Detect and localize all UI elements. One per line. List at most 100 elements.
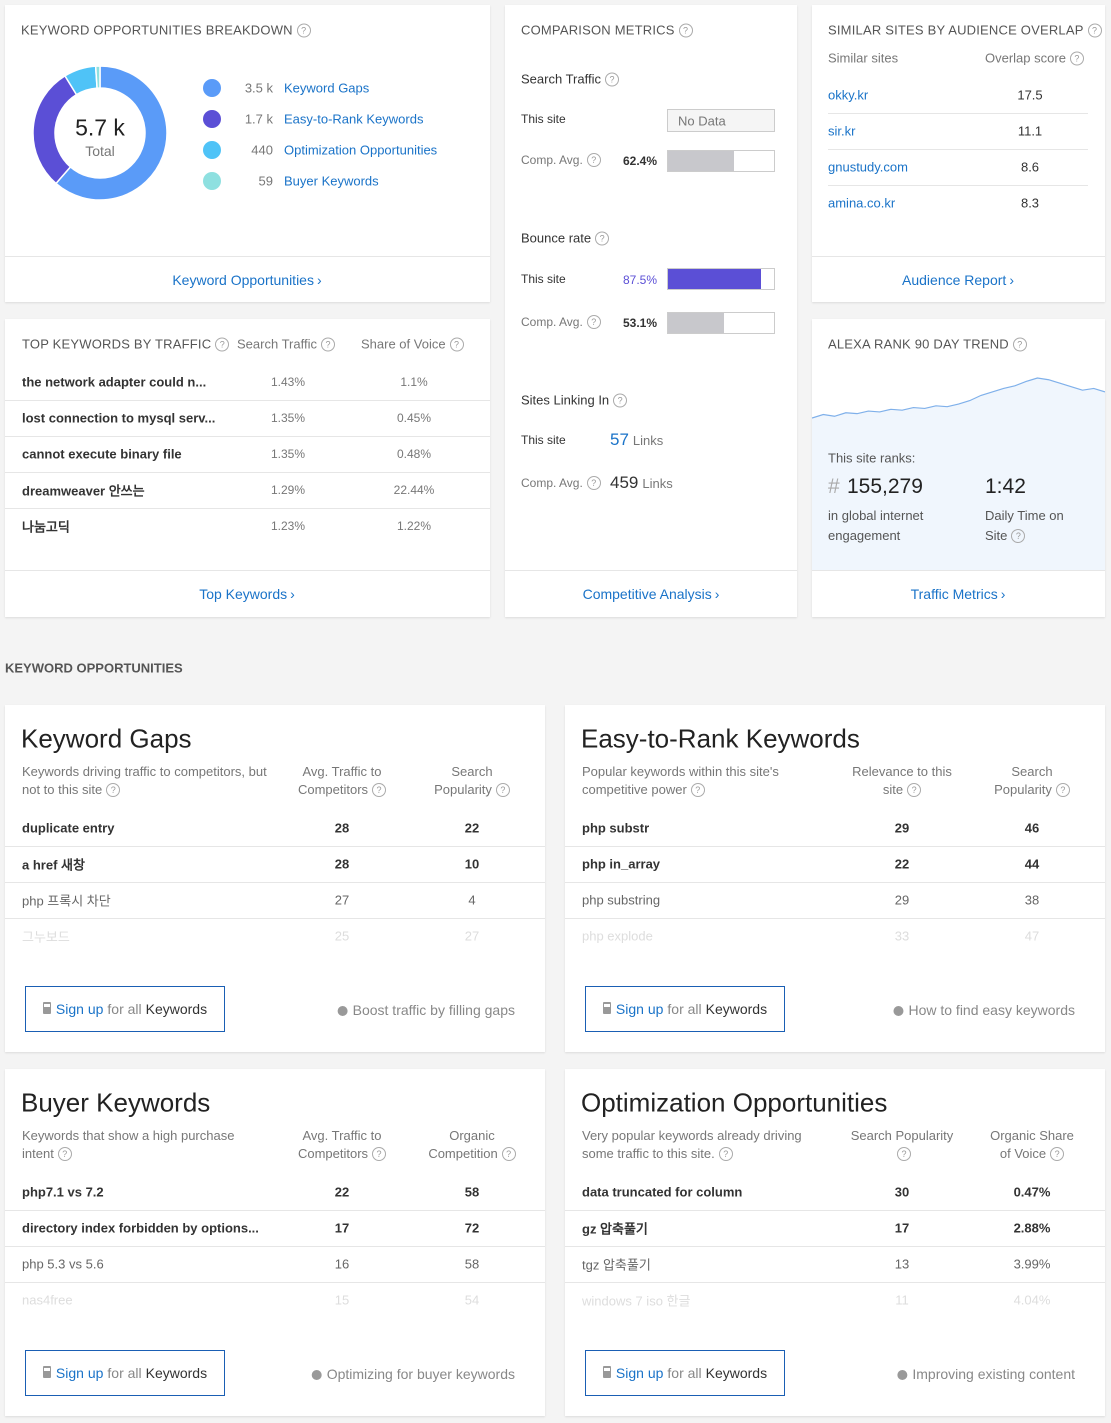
legend-value: 59 <box>258 173 273 189</box>
ranks-label: This site ranks: <box>828 450 916 466</box>
separator <box>565 1246 1105 1247</box>
button-text: Sign up <box>55 1001 104 1017</box>
keyword: php7.1 vs 7.2 <box>22 1184 104 1200</box>
metric-label: Search Traffic <box>521 72 619 87</box>
bar-track <box>667 268 775 290</box>
rank: 155,279 <box>847 475 923 498</box>
tip-link[interactable]: Improving existing content <box>897 1366 1075 1382</box>
cell: 0.47% <box>1013 1184 1051 1200</box>
cell: 44 <box>1024 856 1040 872</box>
signup-button[interactable]: Sign up for all Keywords <box>25 1350 225 1396</box>
card-heading: Buyer Keywords <box>21 1087 211 1118</box>
signup-button[interactable]: Sign up for all Keywords <box>585 986 785 1032</box>
keyword: gz 압축풀기 <box>582 1221 648 1237</box>
keyword: cannot execute binary file <box>22 446 182 462</box>
trend-chart <box>812 377 1105 422</box>
bar <box>668 269 761 289</box>
keyword: php in_array <box>582 856 661 872</box>
cell: 58 <box>464 1184 480 1200</box>
legend-value: 3.5 k <box>244 80 273 96</box>
cell: 28 <box>334 856 350 872</box>
site-link[interactable]: okky.kr <box>828 87 869 103</box>
overlap-score: 17.5 <box>1017 87 1043 103</box>
column-header: Search Popularity <box>846 1127 958 1163</box>
keyword: php substr <box>582 820 650 836</box>
legend-label[interactable]: Easy-to-Rank Keywords <box>284 111 424 127</box>
button-text: Keywords <box>145 1001 208 1017</box>
footer-link[interactable]: Audience Report <box>902 272 1014 288</box>
cell: 1.29% <box>270 483 306 497</box>
tip-link[interactable]: Boost traffic by filling gaps <box>338 1002 515 1018</box>
links-value: 57 Links <box>610 430 663 450</box>
footer-link[interactable]: Keyword Opportunities <box>172 272 321 288</box>
separator <box>5 436 490 437</box>
separator <box>565 918 1105 919</box>
column-header: Organic Share of Voice <box>986 1127 1078 1163</box>
button-text: for all <box>107 1365 142 1381</box>
button-text: Keywords <box>705 1001 768 1017</box>
cell: 25 <box>334 928 350 944</box>
keyword: data truncated for column <box>582 1184 743 1200</box>
card-title: SIMILAR SITES BY AUDIENCE OVERLAP <box>828 23 1102 38</box>
cell: 3.99% <box>1013 1256 1051 1272</box>
cell: 1.1% <box>400 375 428 389</box>
legend-label[interactable]: Buyer Keywords <box>284 173 379 189</box>
button-text: for all <box>667 1001 702 1017</box>
cell: 1.35% <box>270 447 306 461</box>
keyword: php explode <box>582 928 653 944</box>
footer-link[interactable]: Traffic Metrics <box>911 586 1006 602</box>
cell: 17 <box>334 1220 350 1236</box>
cell: 72 <box>464 1220 480 1236</box>
cell: 29 <box>894 892 910 908</box>
trend-area <box>812 378 1105 422</box>
row-label: This site <box>521 272 566 286</box>
card-title: KEYWORD OPPORTUNITIES BREAKDOWN <box>21 23 311 38</box>
card-title: TOP KEYWORDS BY TRAFFIC <box>22 337 229 352</box>
cell: 0.45% <box>396 411 432 425</box>
column-header: Search Traffic <box>237 337 335 352</box>
cell: 15 <box>334 1292 350 1308</box>
site-link[interactable]: amina.co.kr <box>828 195 896 211</box>
site-link[interactable]: gnustudy.com <box>828 159 908 175</box>
card-title: COMPARISON METRICS <box>521 23 693 38</box>
donut-chart <box>32 65 168 201</box>
signup-button[interactable]: Sign up for all Keywords <box>585 1350 785 1396</box>
metric-label: Sites Linking In <box>521 393 627 408</box>
cell: 16 <box>334 1256 350 1272</box>
card-heading: Optimization Opportunities <box>581 1087 888 1118</box>
signup-button[interactable]: Sign up for all Keywords <box>25 986 225 1032</box>
row-label: This site <box>521 433 566 447</box>
tip-link[interactable]: Optimizing for buyer keywords <box>312 1366 515 1382</box>
column-header: Search Popularity <box>426 763 518 799</box>
overlap-score: 11.1 <box>1017 123 1043 139</box>
cell: 29 <box>894 820 910 836</box>
button-text: Keywords <box>705 1365 768 1381</box>
value-label: 53.1% <box>622 316 657 330</box>
cell: 0.48% <box>396 447 432 461</box>
cell: 38 <box>1024 892 1040 908</box>
tip-link[interactable]: How to find easy keywords <box>893 1002 1075 1018</box>
links-value: 459 Links <box>610 473 673 493</box>
row-label: This site <box>521 112 566 126</box>
separator <box>5 882 545 883</box>
legend-value: 1.7 k <box>244 111 273 127</box>
value-label: 87.5% <box>622 273 657 287</box>
footer-link[interactable]: Competitive Analysis <box>583 586 720 602</box>
cell: 46 <box>1024 820 1040 836</box>
footer-link[interactable]: Top Keywords <box>199 586 295 602</box>
comparison-card <box>505 5 797 617</box>
hash: # <box>828 475 840 498</box>
donut-total: 5.7 k <box>75 114 125 141</box>
cell: 13 <box>894 1256 910 1272</box>
cell: 22 <box>464 820 480 836</box>
legend-label[interactable]: Optimization Opportunities <box>284 142 438 158</box>
keyword: the network adapter could n... <box>22 374 207 390</box>
bar <box>668 151 735 171</box>
separator <box>565 1282 1105 1283</box>
keyword: duplicate entry <box>22 820 115 836</box>
site-link[interactable]: sir.kr <box>828 123 856 139</box>
cell: 22.44% <box>393 483 435 497</box>
metric-label: Bounce rate <box>521 231 609 246</box>
legend-label[interactable]: Keyword Gaps <box>284 80 370 96</box>
